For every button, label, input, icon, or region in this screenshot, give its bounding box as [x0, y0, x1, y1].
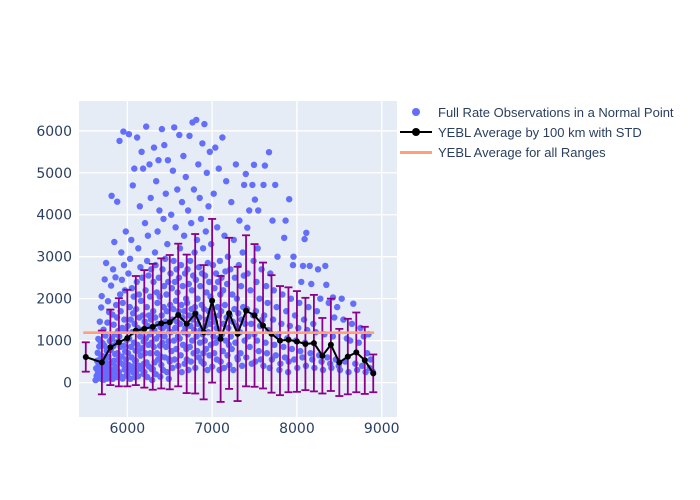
line-marker-icon — [400, 125, 432, 139]
axis-tick-labels: 6000 7000 8000 9000 0 1000 2000 3000 4000 5000 600… — [36, 124, 399, 437]
legend-item-avg-100km[interactable]: YEBL Average by 100 km with STD — [400, 122, 674, 142]
y-tick-label: 6000 — [36, 124, 72, 140]
y-tick-label: 1000 — [36, 334, 72, 350]
y-tick-label: 3000 — [36, 250, 72, 266]
y-tick-label: 0 — [63, 376, 72, 392]
y-tick-label: 5000 — [36, 166, 72, 182]
x-tick-label: 9000 — [364, 421, 400, 437]
legend: Full Rate Observations in a Normal Point… — [400, 102, 674, 162]
y-tick-label: 2000 — [36, 292, 72, 308]
legend-item-avg-all[interactable]: YEBL Average for all Ranges — [400, 142, 674, 162]
scatter-marker-icon — [400, 105, 432, 119]
legend-label-avg-100km: YEBL Average by 100 km with STD — [438, 124, 642, 140]
x-tick-label: 8000 — [279, 421, 315, 437]
y-tick-label: 4000 — [36, 208, 72, 224]
legend-label-avg-all: YEBL Average for all Ranges — [438, 144, 606, 160]
x-tick-label: 6000 — [110, 421, 146, 437]
legend-item-full-rate[interactable]: Full Rate Observations in a Normal Point — [400, 102, 674, 122]
x-tick-label: 7000 — [194, 421, 230, 437]
orange-line-icon — [400, 145, 432, 159]
legend-label-full-rate: Full Rate Observations in a Normal Point — [438, 104, 674, 120]
